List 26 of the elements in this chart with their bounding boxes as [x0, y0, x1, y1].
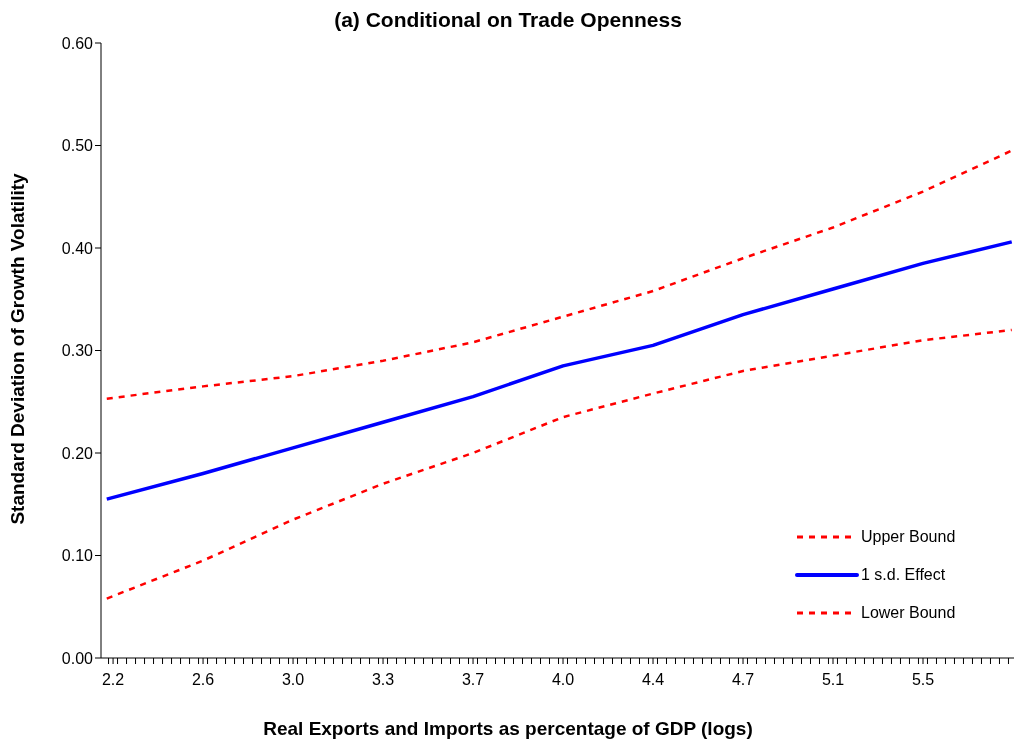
legend-label: Upper Bound	[861, 528, 956, 546]
line-series	[105, 240, 1014, 501]
x-tick-label: 2.6	[191, 671, 215, 689]
y-tick-label: 0.20	[61, 444, 94, 462]
x-tick-label: 3.3	[371, 671, 395, 689]
legend-label: 1 s.d. Effect	[861, 566, 946, 584]
y-tick-label: 0.10	[61, 547, 94, 565]
y-tick-label: 0.00	[61, 649, 94, 667]
y-tick-label: 0.30	[61, 342, 94, 360]
chart-title: (a) Conditional on Trade Openness	[333, 8, 683, 32]
x-tick-label: 2.2	[101, 671, 125, 689]
legend-label: Lower Bound	[861, 604, 956, 622]
x-tick-label: 3.0	[281, 671, 305, 689]
x-tick-label: 5.5	[911, 671, 935, 689]
x-axis-title: Real Exports and Imports as percentage of GDP (logs)	[262, 718, 754, 740]
y-tick-label: 0.40	[61, 239, 94, 257]
x-tick-label: 3.7	[461, 671, 485, 689]
line-series	[105, 149, 1013, 400]
x-tick-label: 4.7	[731, 671, 755, 689]
y-tick-label: 0.50	[61, 137, 94, 155]
line-series	[105, 328, 1013, 600]
x-tick-label: 4.4	[641, 671, 665, 689]
x-tick-label: 5.1	[821, 671, 845, 689]
y-axis-title: Standard Deviation of Growth Volatility	[7, 172, 29, 527]
y-tick-label: 0.60	[61, 34, 94, 52]
x-tick-label: 4.0	[551, 671, 575, 689]
